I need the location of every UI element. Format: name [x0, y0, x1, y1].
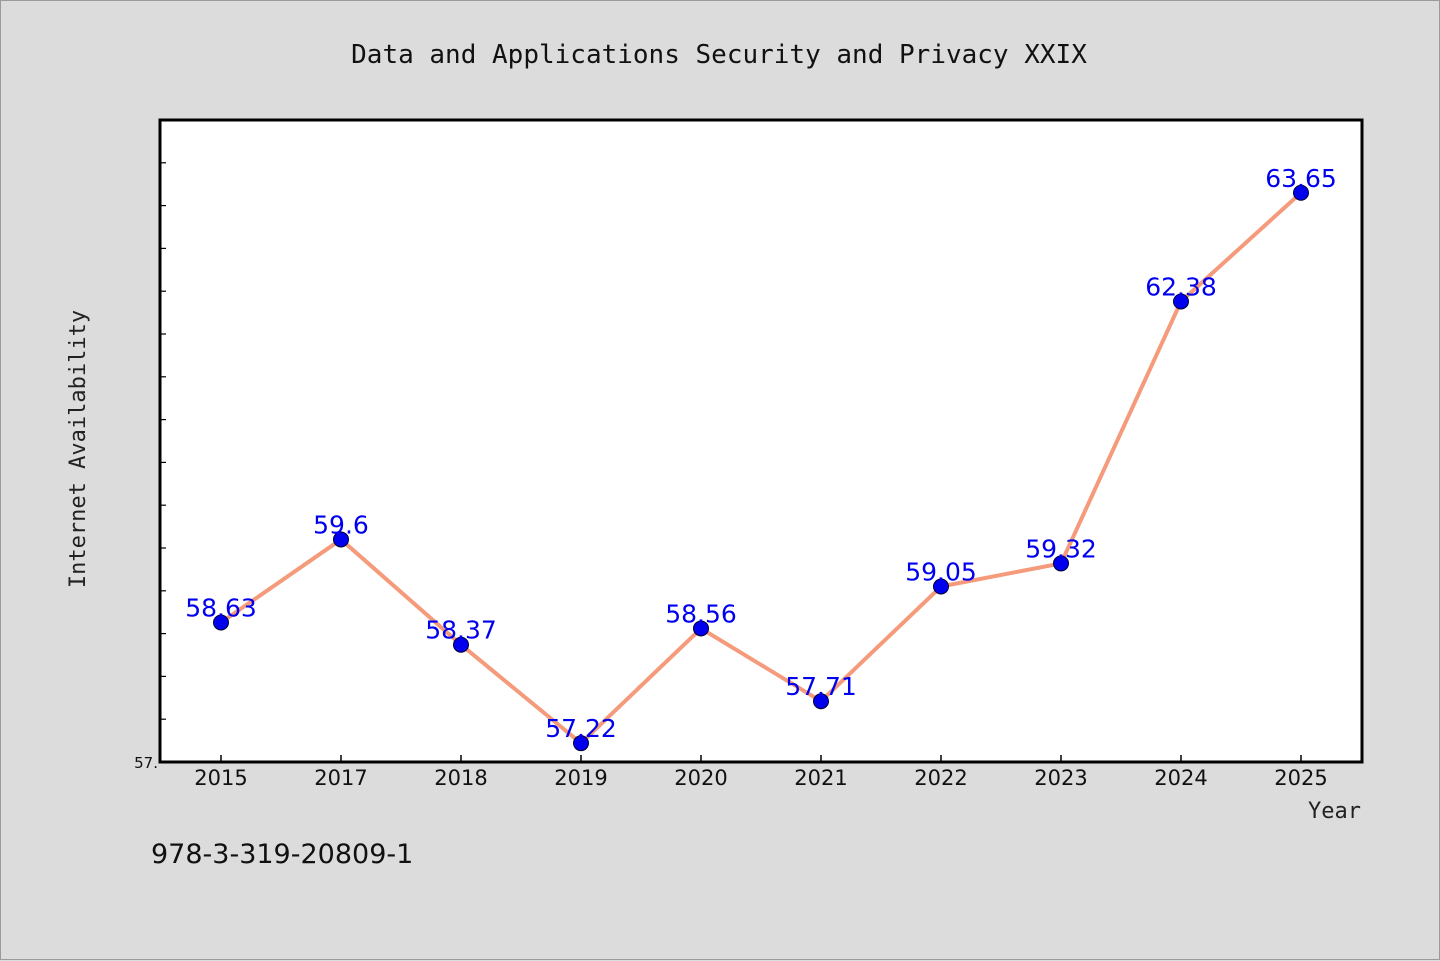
- data-point: [1053, 555, 1069, 572]
- x-tick-label: 2021: [794, 766, 847, 790]
- y-axis-title: Internet Availability: [66, 310, 91, 588]
- series-line: [219, 190, 1303, 746]
- data-label: 58.63: [185, 593, 257, 622]
- plot-area: [158, 118, 1364, 764]
- x-tick-label: 2025: [1274, 766, 1327, 790]
- data-point: [573, 735, 589, 752]
- data-labels: 58.63 59.6 58.37 57.22 58.56 57.71 59.05 59.32 6…: [185, 164, 1337, 743]
- data-label: 58.37: [425, 616, 497, 645]
- data-label: 62.38: [1145, 272, 1217, 301]
- x-axis-title: Year: [1308, 799, 1361, 824]
- data-label: 59.05: [905, 558, 977, 587]
- x-axis-ticks: [220, 755, 1302, 762]
- data-point: [333, 531, 349, 548]
- data-markers: [213, 184, 1309, 752]
- x-tick-label: 2022: [914, 766, 967, 790]
- data-label: 59.6: [313, 510, 369, 539]
- data-point: [813, 693, 829, 710]
- x-tick-label: 2018: [434, 766, 487, 790]
- data-label: 58.56: [665, 599, 737, 628]
- data-point: [453, 636, 469, 653]
- data-point: [1173, 293, 1189, 310]
- data-point: [933, 578, 949, 595]
- y-axis-ticks: [160, 119, 166, 763]
- chart-title: Data and Applications Security and Priva…: [351, 40, 1087, 70]
- data-label: 59.32: [1025, 534, 1097, 563]
- data-point: [1293, 184, 1309, 201]
- data-point: [693, 620, 709, 637]
- data-label: 57.22: [545, 714, 617, 743]
- x-tick-label: 2024: [1154, 766, 1207, 790]
- x-tick-label: 2020: [674, 766, 727, 790]
- x-tick-label: 2023: [1034, 766, 1087, 790]
- x-tick-label: 2019: [554, 766, 607, 790]
- y-tick-label: 57.: [134, 754, 158, 772]
- x-axis-tick-labels: 2015 2017 2018 2019 2020 2021 2022 2023 2024 2025: [194, 766, 1327, 790]
- data-point: [213, 614, 229, 631]
- x-tick-label: 2017: [314, 766, 367, 790]
- data-label: 63.65: [1265, 164, 1337, 193]
- data-label: 57.71: [785, 672, 857, 701]
- footer-isbn: 978-3-319-20809-1: [151, 839, 413, 870]
- x-tick-label: 2015: [194, 766, 247, 790]
